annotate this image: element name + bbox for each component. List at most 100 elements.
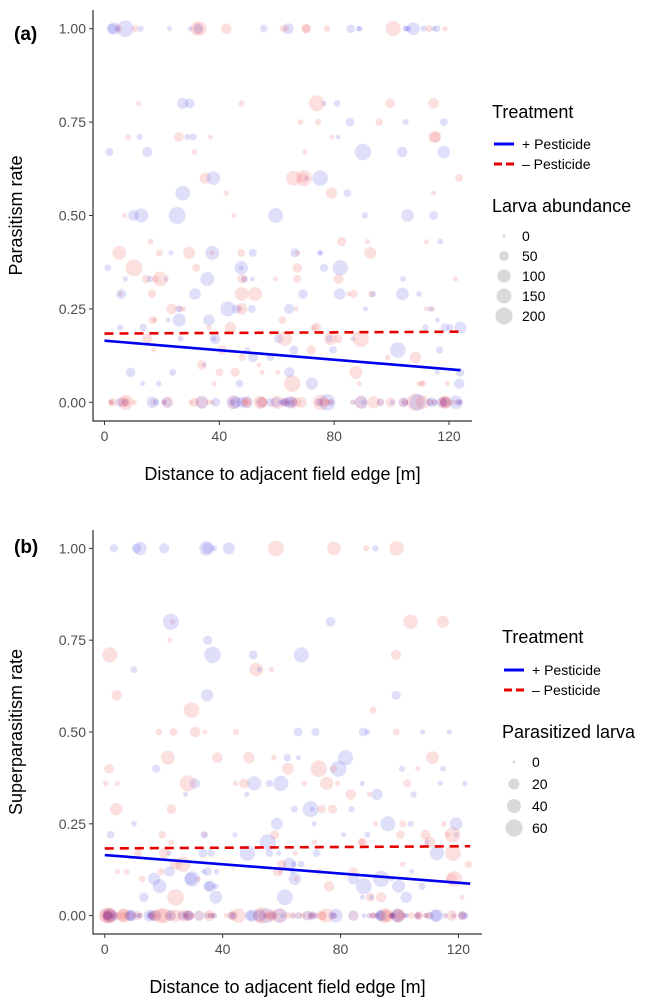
data-point [449,399,456,405]
data-point [169,909,182,922]
data-point [117,324,124,331]
data-point [236,397,247,408]
data-point [137,25,144,32]
data-point [390,342,406,358]
y-tick-label: 1.00 [59,21,86,37]
data-point [239,845,256,861]
data-point [380,816,396,832]
data-point [423,306,429,312]
data-point [390,912,397,919]
panel-b: 0.00 0.25 0.50 0.75 1.00 0 40 80 120 (b) Distance … [6,530,636,997]
data-point [298,289,308,299]
data-point [462,780,468,787]
data-point [114,868,121,875]
data-point [182,910,193,921]
data-point [167,637,173,643]
data-point [277,889,293,906]
data-point [226,395,241,410]
data-point [109,544,118,553]
data-point [108,910,119,921]
data-point [208,912,215,919]
data-point [426,912,434,919]
data-point [426,397,437,408]
data-point [241,398,250,407]
data-point [114,25,121,32]
data-point [318,911,327,920]
data-point [427,306,434,312]
data-point [109,802,123,816]
data-point [422,324,429,331]
data-point [431,399,438,406]
data-point [184,871,200,887]
data-point [167,889,184,906]
data-point [288,872,302,886]
data-point [430,131,442,143]
data-point [265,779,273,788]
data-point [396,830,405,840]
data-point [253,907,270,924]
data-point [194,910,205,921]
data-point [152,271,168,287]
data-point [423,912,430,919]
data-point [160,750,175,765]
data-point [152,879,167,894]
data-point [440,323,450,332]
data-point [277,331,292,346]
data-point [333,334,343,344]
data-point [177,909,190,922]
data-point [112,245,127,260]
data-point [424,836,436,848]
data-point [364,729,371,735]
legend: Treatment + Pesticide – Pesticide Parasitiz… [502,627,636,837]
y-tick-label: 0.00 [59,908,86,924]
data-point [102,911,112,920]
data-point [177,97,189,109]
y-tick-label: 0.50 [59,208,86,224]
x-tick-label: 0 [101,941,109,957]
data-point [419,381,425,387]
data-point [371,788,383,801]
data-point [131,399,137,405]
data-point [256,666,262,673]
data-point [319,263,329,272]
data-point [111,690,122,701]
data-point [249,662,264,677]
size-legend-label: 0 [532,754,540,770]
data-point [203,314,215,326]
data-point [148,316,157,325]
data-point [350,399,356,406]
data-point [389,913,395,919]
size-legend-label: 60 [532,820,548,836]
data-point [228,910,239,921]
legend-title-size: Larva abundance [492,196,631,216]
data-point [193,21,207,36]
data-point [334,288,346,300]
data-point [306,345,316,355]
data-point [220,301,236,317]
data-point [168,839,175,846]
data-point [234,261,249,275]
data-point [279,397,290,407]
series-line-plus-pesticide [104,339,461,372]
data-point [200,831,208,839]
data-point [130,666,138,673]
data-point [156,249,163,257]
data-point [310,760,328,777]
data-point [446,910,458,921]
data-point [232,304,242,314]
data-point [405,25,412,32]
data-point [204,912,210,919]
data-point [442,26,448,32]
data-point [279,25,287,33]
data-point [311,727,320,737]
data-point [295,396,307,408]
data-point [240,396,253,409]
data-point [123,868,130,875]
data-point [400,891,413,904]
data-point [206,399,212,405]
data-point [439,395,453,409]
data-point [192,263,201,272]
data-point [332,260,348,276]
data-point [150,912,156,919]
x-tick-label: 80 [326,428,342,444]
